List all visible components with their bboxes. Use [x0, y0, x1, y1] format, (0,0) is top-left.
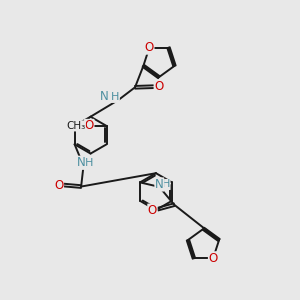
Text: O: O [148, 204, 157, 217]
Text: O: O [154, 80, 164, 93]
Text: N: N [155, 178, 164, 191]
Text: N: N [77, 156, 85, 169]
Text: CH₃: CH₃ [66, 121, 85, 131]
Text: O: O [85, 119, 94, 132]
Text: H: H [85, 158, 94, 168]
Text: H: H [111, 92, 119, 102]
Text: O: O [208, 252, 218, 265]
Text: H: H [162, 179, 170, 190]
Text: O: O [145, 41, 154, 54]
Text: N: N [100, 90, 108, 103]
Text: O: O [54, 178, 64, 192]
